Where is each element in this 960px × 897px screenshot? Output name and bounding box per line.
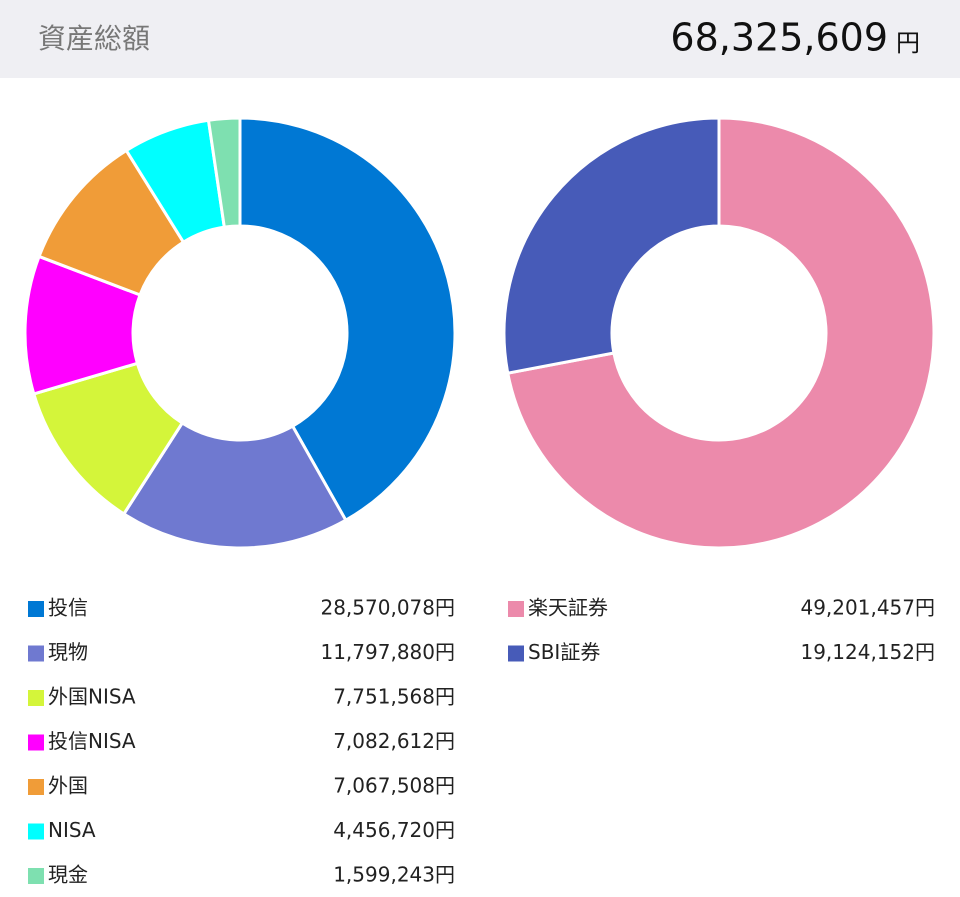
legend-swatch	[28, 779, 44, 795]
legend-label: 現物	[48, 640, 88, 664]
legend-swatch	[28, 823, 44, 840]
legend-label: 外国NISA	[48, 685, 136, 709]
donut-slice	[121, 420, 348, 550]
legend-amount: 28,570,078円	[320, 596, 455, 620]
donut-slice	[206, 116, 242, 229]
legend-label: SBI証券	[528, 640, 600, 664]
legend-label: 外国	[48, 774, 88, 798]
legend-amount: 7,067,508円	[333, 774, 455, 798]
legend-label: NISA	[48, 818, 96, 842]
header-bar	[0, 0, 960, 78]
legend-swatch	[508, 601, 524, 617]
header-unit: 円	[896, 29, 920, 57]
legend-swatch	[28, 690, 44, 706]
legend-amount: 1,599,243円	[333, 863, 455, 887]
legend-label: 楽天証券	[528, 596, 608, 620]
legend-label: 現金	[48, 863, 88, 887]
header-total: 68,325,609	[670, 16, 888, 60]
legend-amount: 19,124,152円	[800, 640, 935, 664]
legend-label: 投信NISA	[48, 729, 136, 753]
header-title: 資産総額	[38, 22, 150, 55]
legend-amount: 7,751,568円	[333, 685, 455, 709]
donut-slice	[506, 116, 936, 550]
legend-amount: 49,201,457円	[800, 596, 935, 620]
donut-slice	[238, 116, 457, 523]
legend-amount: 7,082,612円	[333, 729, 455, 753]
legend-swatch	[28, 868, 44, 884]
legend-amount: 11,797,880円	[320, 640, 455, 664]
legend-swatch	[28, 645, 44, 662]
donut-slice	[502, 116, 721, 375]
legend-swatch	[28, 734, 44, 751]
legend-swatch	[508, 645, 524, 662]
legend-label: 投信	[48, 596, 88, 620]
legend-swatch	[28, 601, 44, 617]
legend-amount: 4,456,720円	[333, 818, 455, 842]
